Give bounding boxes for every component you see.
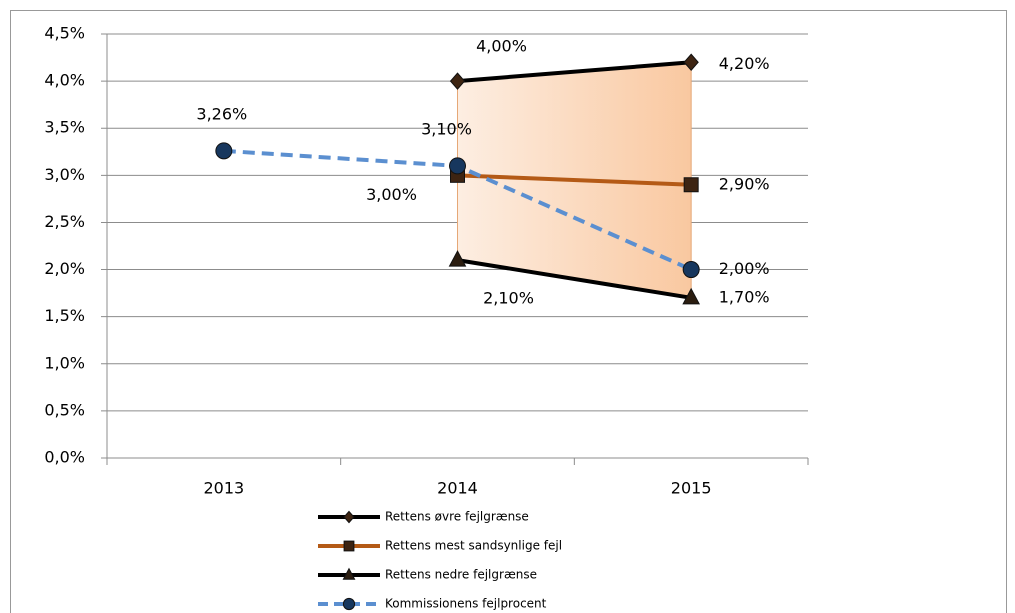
marker [682, 261, 700, 279]
data-label: 2,00% [719, 259, 770, 278]
data-label: 2,90% [719, 174, 770, 193]
marker [343, 510, 355, 524]
y-tick-label: 0,0% [44, 448, 85, 467]
marker [449, 72, 466, 90]
marker [683, 53, 699, 72]
series-line [457, 258, 692, 300]
data-label: 3,00% [366, 185, 417, 204]
data-label: 3,10% [421, 119, 472, 138]
marker [682, 287, 701, 305]
data-label: 4,20% [719, 54, 770, 73]
x-tick-label: 2014 [437, 479, 478, 498]
legend-label: Rettens mest sandsynlige fejl [385, 539, 562, 553]
marker [343, 540, 355, 552]
marker [342, 567, 356, 580]
x-tick-label: 2013 [203, 479, 244, 498]
legend-label: Rettens nedre fejlgrænse [385, 568, 537, 582]
y-tick-label: 1,5% [44, 306, 85, 325]
marker [449, 157, 466, 175]
y-tick-label: 4,0% [44, 71, 85, 90]
marker [448, 250, 467, 267]
legend-label: Rettens øvre fejlgrænse [385, 510, 529, 524]
y-tick-label: 1,0% [44, 353, 85, 372]
data-label: 3,26% [196, 104, 247, 123]
y-tick-label: 2,5% [44, 212, 85, 231]
y-tick-label: 3,5% [44, 118, 85, 137]
y-tick-label: 2,0% [44, 259, 85, 278]
marker [683, 177, 699, 193]
y-tick-label: 3,0% [44, 165, 85, 184]
y-tick-label: 4,5% [44, 24, 85, 43]
marker [215, 142, 233, 160]
y-tick-label: 0,5% [44, 400, 85, 419]
x-tick-label: 2015 [671, 479, 712, 498]
data-label: 4,00% [476, 37, 527, 56]
series-line [457, 60, 692, 84]
data-label: 2,10% [483, 289, 534, 308]
chart-frame [10, 10, 1007, 613]
series-line [457, 173, 692, 187]
data-label: 1,70% [719, 287, 770, 306]
marker [342, 597, 356, 611]
legend-label: Kommissionens fejlprocent [385, 597, 547, 611]
